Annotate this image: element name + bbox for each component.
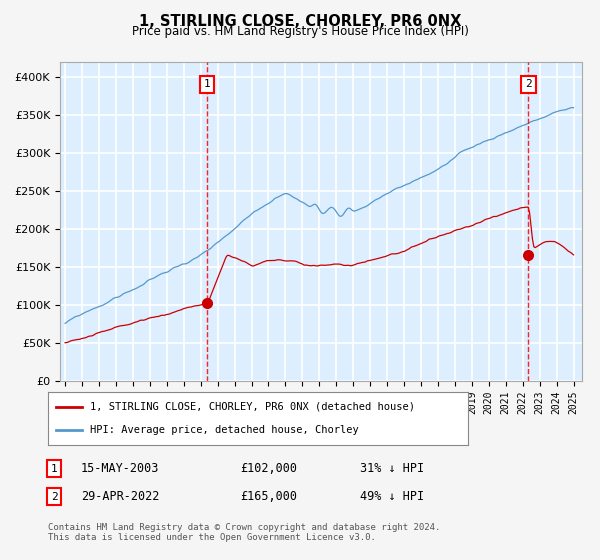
- Text: 2: 2: [525, 80, 532, 90]
- Text: 1, STIRLING CLOSE, CHORLEY, PR6 0NX: 1, STIRLING CLOSE, CHORLEY, PR6 0NX: [139, 14, 461, 29]
- Text: 1, STIRLING CLOSE, CHORLEY, PR6 0NX (detached house): 1, STIRLING CLOSE, CHORLEY, PR6 0NX (det…: [90, 402, 415, 412]
- Text: 15-MAY-2003: 15-MAY-2003: [81, 462, 160, 475]
- Text: 1: 1: [203, 80, 211, 90]
- Text: 49% ↓ HPI: 49% ↓ HPI: [360, 490, 424, 503]
- Text: 29-APR-2022: 29-APR-2022: [81, 490, 160, 503]
- Text: 1: 1: [50, 464, 58, 474]
- Text: HPI: Average price, detached house, Chorley: HPI: Average price, detached house, Chor…: [90, 425, 359, 435]
- Text: This data is licensed under the Open Government Licence v3.0.: This data is licensed under the Open Gov…: [48, 533, 376, 542]
- Text: £102,000: £102,000: [240, 462, 297, 475]
- Text: 31% ↓ HPI: 31% ↓ HPI: [360, 462, 424, 475]
- Text: £165,000: £165,000: [240, 490, 297, 503]
- Text: 2: 2: [50, 492, 58, 502]
- Text: Price paid vs. HM Land Registry's House Price Index (HPI): Price paid vs. HM Land Registry's House …: [131, 25, 469, 38]
- Text: Contains HM Land Registry data © Crown copyright and database right 2024.: Contains HM Land Registry data © Crown c…: [48, 523, 440, 532]
